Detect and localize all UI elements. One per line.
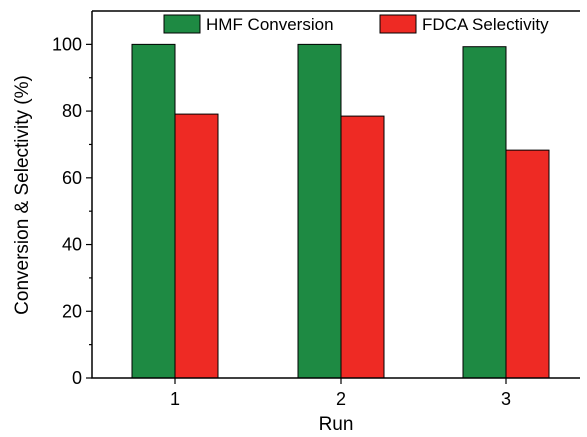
y-tick-label: 0 bbox=[72, 368, 82, 388]
y-tick-label: 40 bbox=[62, 235, 82, 255]
x-tick-label: 1 bbox=[170, 389, 180, 409]
x-tick-label: 2 bbox=[336, 389, 346, 409]
legend-label: HMF Conversion bbox=[206, 15, 334, 34]
legend-swatch bbox=[163, 14, 201, 34]
x-axis-ticks: 1 2 3 bbox=[170, 378, 511, 409]
legend-swatch bbox=[379, 14, 417, 34]
bars-layer bbox=[131, 43, 550, 379]
y-tick-label: 20 bbox=[62, 301, 82, 321]
bar-fdca-selectivity bbox=[505, 149, 550, 379]
y-tick-label: 80 bbox=[62, 101, 82, 121]
x-axis-title: Run bbox=[319, 414, 354, 435]
legend-label: FDCA Selectivity bbox=[422, 15, 549, 34]
x-tick-label: 3 bbox=[501, 389, 511, 409]
bar-fdca-selectivity bbox=[340, 115, 385, 379]
y-tick-label: 100 bbox=[52, 34, 82, 54]
y-axis-title: Conversion & Selectivity (%) bbox=[12, 75, 33, 315]
bar-hmf-conversion bbox=[462, 46, 507, 379]
bar-hmf-conversion bbox=[131, 43, 176, 379]
bar-hmf-conversion bbox=[297, 43, 342, 379]
legend: HMF Conversion FDCA Selectivity bbox=[163, 14, 549, 34]
y-tick-label: 60 bbox=[62, 168, 82, 188]
bar-fdca-selectivity bbox=[174, 113, 219, 379]
y-axis-ticks: 0 20 40 60 80 100 bbox=[52, 34, 92, 388]
